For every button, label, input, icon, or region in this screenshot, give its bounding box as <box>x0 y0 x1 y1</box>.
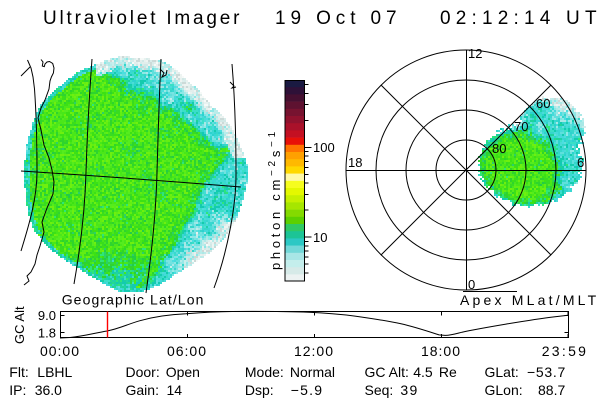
svg-text:Ultraviolet Imager: Ultraviolet Imager <box>43 8 242 29</box>
svg-text:9.0: 9.0 <box>38 308 56 323</box>
svg-text:GC Alt: GC Alt <box>12 306 27 344</box>
svg-text:IP:: IP: <box>9 382 26 398</box>
svg-text:Door:: Door: <box>126 364 160 380</box>
svg-text:10: 10 <box>313 230 327 245</box>
svg-text:19 Oct 07: 19 Oct 07 <box>275 8 401 29</box>
svg-text:18:00: 18:00 <box>421 343 461 359</box>
svg-text:00:00: 00:00 <box>40 343 80 359</box>
svg-text:80: 80 <box>492 141 506 156</box>
svg-text:photon cm−2s−1: photon cm−2s−1 <box>267 128 283 270</box>
svg-text:GLon:: GLon: <box>485 382 523 398</box>
svg-text:0: 0 <box>468 277 475 292</box>
svg-text:06:00: 06:00 <box>167 343 207 359</box>
svg-text:Dsp:: Dsp: <box>245 382 274 398</box>
svg-text:Normal: Normal <box>290 364 335 380</box>
svg-text:Apex MLat/MLT: Apex MLat/MLT <box>460 292 599 308</box>
svg-text:GC Alt:: GC Alt: <box>365 364 409 380</box>
svg-text:14: 14 <box>167 382 183 398</box>
svg-text:18: 18 <box>348 155 362 170</box>
svg-text:4.5: 4.5 <box>413 364 433 380</box>
svg-text:23:59: 23:59 <box>542 343 589 359</box>
svg-text:Flt:: Flt: <box>9 364 28 380</box>
svg-text:Mode:: Mode: <box>245 364 284 380</box>
svg-text:02:12:14 UT: 02:12:14 UT <box>440 8 600 29</box>
svg-text:60: 60 <box>536 96 550 111</box>
svg-text:GLat:: GLat: <box>485 364 519 380</box>
svg-text:Geographic Lat/Lon: Geographic Lat/Lon <box>62 292 205 308</box>
svg-text:Seq:: Seq: <box>365 382 394 398</box>
svg-text:Open: Open <box>166 364 200 380</box>
svg-text:88.7: 88.7 <box>538 382 565 398</box>
svg-text:39: 39 <box>400 382 418 398</box>
svg-text:LBHL: LBHL <box>37 364 72 380</box>
svg-text:−5.9: −5.9 <box>291 382 323 398</box>
svg-text:12: 12 <box>468 46 482 61</box>
svg-text:100: 100 <box>313 140 335 155</box>
svg-text:6: 6 <box>577 155 584 170</box>
svg-text:36.0: 36.0 <box>35 382 62 398</box>
svg-text:Gain:: Gain: <box>126 382 159 398</box>
svg-text:−53.7: −53.7 <box>527 364 566 380</box>
svg-text:1.8: 1.8 <box>38 326 56 341</box>
svg-text:Re: Re <box>439 364 457 380</box>
svg-text:70: 70 <box>514 119 528 134</box>
svg-text:12:00: 12:00 <box>294 343 334 359</box>
